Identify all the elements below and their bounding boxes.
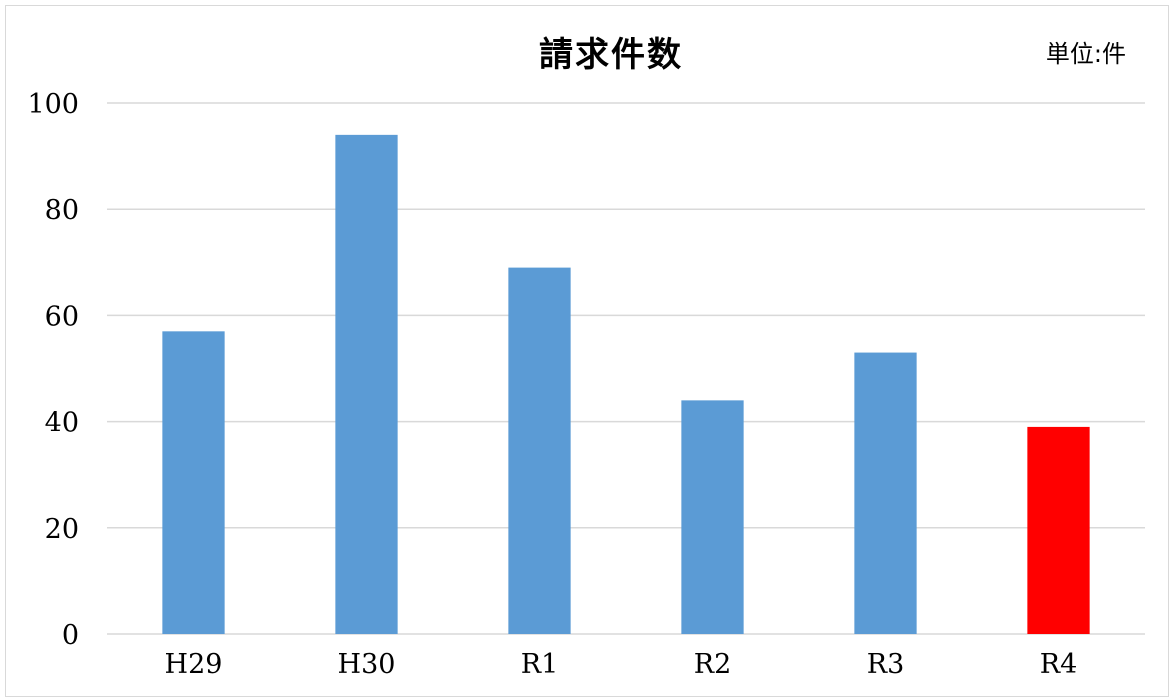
y-tick-label: 60 — [45, 301, 79, 332]
y-tick-label: 40 — [45, 408, 79, 439]
x-tick-label: H29 — [165, 649, 223, 680]
bars — [162, 134, 1090, 635]
y-tick-label: 100 — [27, 89, 79, 120]
unit-label: 単位:件 — [1046, 40, 1126, 68]
x-tick-label: H30 — [338, 649, 396, 680]
bar-r1 — [508, 267, 571, 634]
gridlines — [107, 102, 1145, 635]
y-tick-label: 20 — [45, 514, 79, 545]
x-tick-label: R1 — [521, 649, 559, 680]
y-axis-ticks: 0 20 40 60 80 100 — [27, 89, 79, 651]
bar-r2 — [681, 400, 744, 634]
x-axis-ticks: H29 H30 R1 R2 R3 R4 — [165, 649, 1078, 680]
bar-r4 — [1027, 426, 1090, 634]
x-tick-label: R2 — [694, 649, 732, 680]
x-tick-label: R4 — [1040, 649, 1078, 680]
bar-r3 — [854, 352, 917, 634]
x-tick-label: R3 — [867, 649, 905, 680]
bar-h30 — [335, 134, 398, 635]
chart-title: 請求件数 — [539, 35, 683, 75]
bar-h29 — [162, 331, 225, 634]
y-tick-label: 80 — [45, 195, 79, 226]
y-tick-label: 0 — [62, 620, 79, 651]
